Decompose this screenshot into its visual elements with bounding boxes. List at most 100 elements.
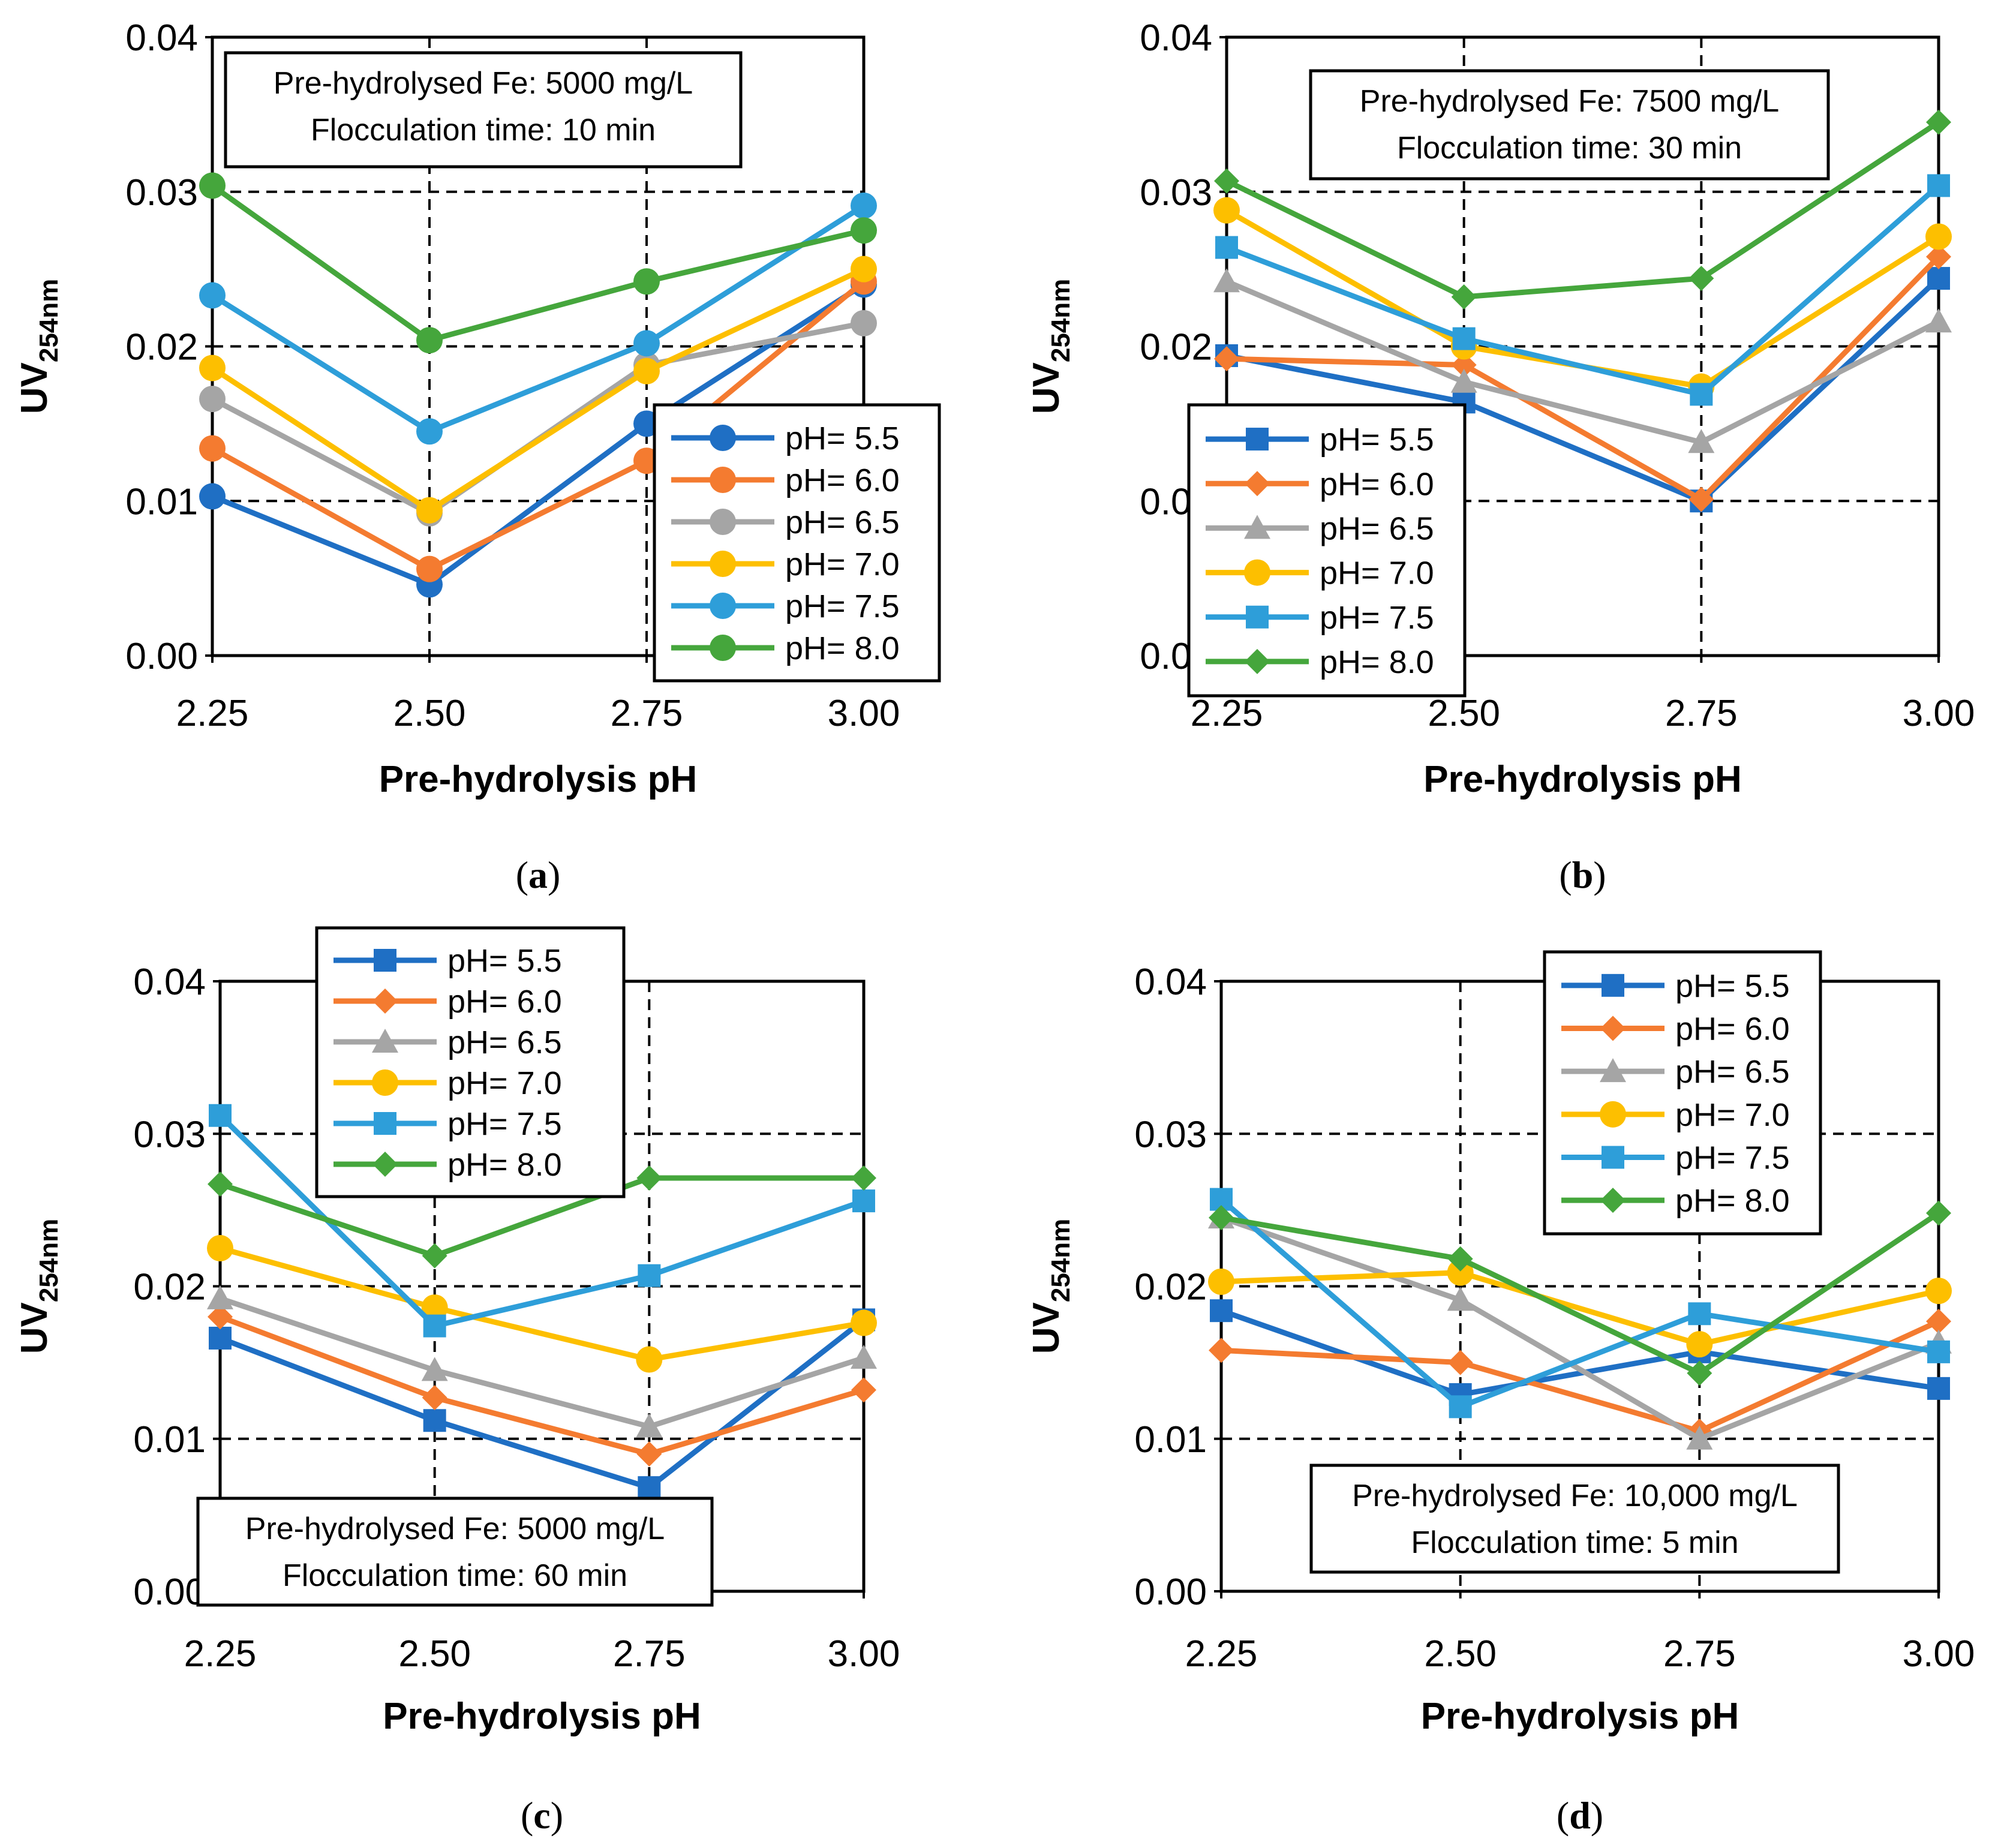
data-point (1688, 266, 1714, 292)
data-point (851, 1165, 876, 1191)
y-tick-label: 0.01 (1134, 1419, 1207, 1461)
x-tick-label: 2.25 (1185, 1633, 1258, 1675)
data-point (1452, 327, 1476, 350)
chart-panel-a: 0.00 0.01 0.02 0.03 0.04 2.25 2.50 2.75 3.00 Pre-… (14, 17, 941, 896)
y-axis-title-subscript: 254nm (1046, 1219, 1075, 1302)
series-2 (207, 1285, 877, 1438)
y-axis-title: UV254nm (14, 279, 64, 414)
panel-label: (d) (1557, 1794, 1603, 1837)
data-point (638, 1264, 661, 1287)
y-axis-title-group: UV254nm (14, 279, 64, 414)
annotation-line: Flocculation time: 60 min (283, 1558, 627, 1593)
legend: pH= 5.5 pH= 6.0 pH= 6.5 pH= 7.0 pH= 7.5 pH= 8… (315, 926, 626, 1198)
legend-label: pH= 6.0 (447, 984, 562, 1020)
series-line (219, 1245, 864, 1363)
legend-swatch-marker (372, 1152, 398, 1177)
legend-swatch-marker (710, 467, 736, 493)
legend: pH= 5.5 pH= 6.0 pH= 6.5 pH= 7.0 pH= 7.5 pH= 8… (653, 403, 941, 683)
x-axis-title: Pre-hydrolysis pH (1423, 759, 1742, 800)
y-tick-label: 0.04 (1140, 17, 1212, 59)
legend-label: pH= 5.5 (447, 943, 562, 979)
annotation-box: Pre-hydrolysed Fe: 5000 mg/L Flocculation… (196, 1497, 714, 1607)
y-axis-title-group: UV254nm (1026, 279, 1075, 414)
y-tick-label: 0.02 (125, 327, 198, 368)
annotation-line: Pre-hydrolysed Fe: 7500 mg/L (1360, 84, 1779, 119)
data-point (416, 555, 443, 582)
annotation-line: Flocculation time: 30 min (1397, 131, 1742, 166)
legend-swatch-marker (1600, 1015, 1626, 1041)
y-axis-title-main: UV (1026, 1302, 1067, 1354)
annotation-frame (1309, 69, 1830, 181)
data-point (1927, 174, 1950, 197)
panel-label-open-paren: ( (521, 1794, 533, 1837)
y-tick-label: 0.03 (1134, 1114, 1207, 1155)
series-line (1219, 1197, 1939, 1410)
data-point (416, 327, 443, 354)
data-point (1688, 429, 1715, 453)
data-point (851, 309, 877, 336)
x-tick-label: 2.25 (184, 1633, 257, 1675)
legend-swatch-marker (372, 988, 398, 1014)
series-line (1225, 184, 1940, 397)
data-point (633, 268, 660, 295)
y-axis-title-subscript: 254nm (1046, 279, 1075, 362)
x-tick-label: 2.75 (1665, 693, 1738, 734)
legend-label: pH= 8.0 (785, 630, 900, 666)
y-axis-title: UV254nm (1026, 1219, 1075, 1354)
y-tick-label: 0.03 (1140, 172, 1212, 214)
series-line (1221, 1270, 1939, 1347)
data-point (636, 1441, 662, 1467)
data-point (1926, 109, 1951, 135)
data-point (1214, 346, 1239, 372)
panel-label-open-paren: ( (1559, 854, 1572, 896)
panel-label-close-paren: ) (548, 854, 560, 896)
data-point (199, 282, 226, 309)
y-tick-label: 0.02 (1140, 327, 1212, 368)
legend-swatch-marker (1246, 428, 1269, 451)
series-4 (1215, 174, 1950, 406)
series-line (1221, 1210, 1940, 1376)
y-tick-label: 0.00 (133, 1571, 206, 1613)
chart-panel-b: 0.000.010.020.030.042.25 2.50 2.75 3.00Pre-… (1026, 17, 1975, 896)
data-point (1447, 1259, 1474, 1286)
legend-label: pH= 8.0 (1320, 644, 1434, 680)
chart-panel-c: 0.00 0.01 0.02 0.03 0.04 2.25 2.50 2.75 3.00 Pre-… (14, 926, 900, 1837)
x-tick-label: 2.75 (1663, 1633, 1736, 1675)
series-line (1220, 1215, 1940, 1442)
annotation-box: Pre-hydrolysed Fe: 10,000 mg/L Flocculati… (1309, 1464, 1840, 1574)
series-line (1220, 1308, 1939, 1398)
data-point (207, 1234, 233, 1261)
data-point (636, 1165, 662, 1191)
data-point (1686, 1425, 1713, 1450)
x-axis-title: Pre-hydrolysis pH (383, 1696, 701, 1737)
data-point (1209, 1205, 1234, 1231)
data-point (1451, 284, 1477, 310)
annotation-line: Pre-hydrolysed Fe: 5000 mg/L (274, 66, 693, 101)
series-5 (1209, 1200, 1951, 1386)
data-point (1926, 1200, 1951, 1226)
y-tick-label: 0.01 (125, 481, 198, 522)
y-axis-title-main: UV (14, 362, 55, 414)
panel-label-open-paren: ( (516, 854, 528, 896)
data-point (199, 354, 226, 381)
y-axis-title-subscript: 254nm (34, 279, 64, 362)
data-point (851, 1344, 877, 1369)
data-point (1450, 368, 1477, 393)
data-point (1213, 197, 1240, 224)
legend-swatch-marker (1600, 1058, 1626, 1083)
y-axis-title-main: UV (14, 1302, 55, 1354)
series-line (211, 266, 865, 513)
annotation-line: Flocculation time: 10 min (311, 113, 656, 148)
data-point (1209, 1338, 1234, 1363)
x-tick-label: 3.00 (828, 1633, 900, 1675)
y-axis-title: UV254nm (1026, 279, 1075, 414)
data-point (1687, 1360, 1712, 1386)
panel-label-letter: b (1572, 854, 1594, 896)
legend-label: pH= 7.0 (785, 546, 900, 582)
data-point (209, 1326, 232, 1350)
legend-label: pH= 7.5 (1675, 1140, 1790, 1176)
data-point (207, 1285, 233, 1309)
legend-swatch-marker (710, 509, 736, 535)
panel-label-open-paren: ( (1557, 1794, 1569, 1837)
y-axis-title-subscript: 254nm (34, 1219, 64, 1302)
